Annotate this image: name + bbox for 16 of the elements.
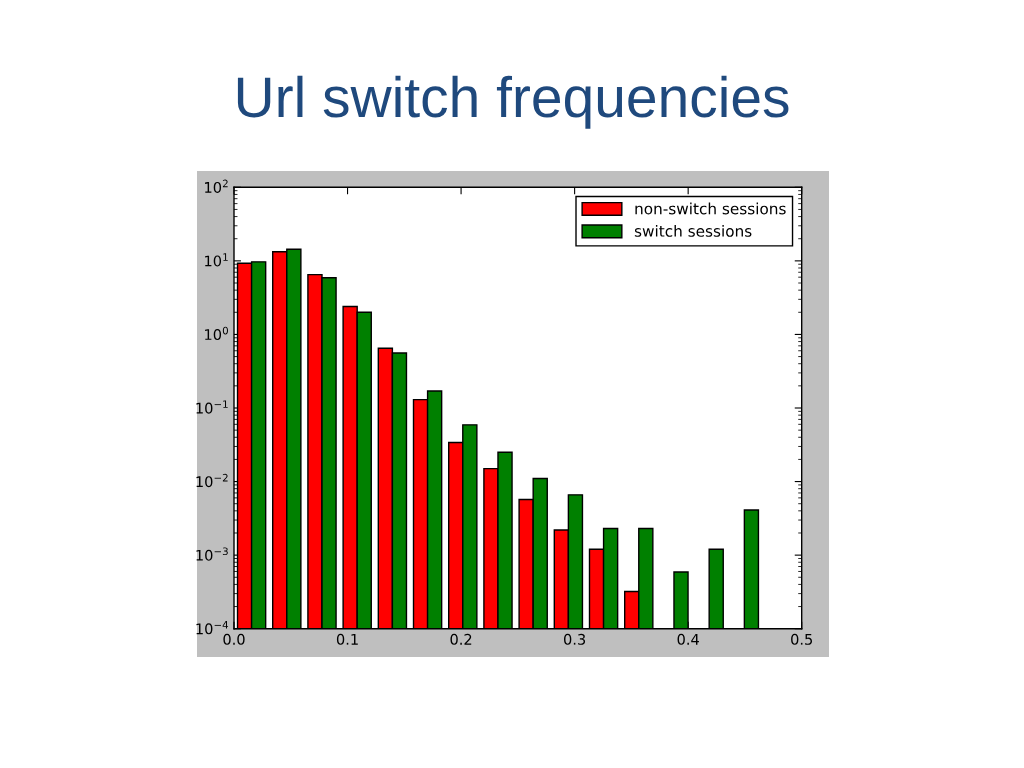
legend-label: switch sessions (634, 225, 752, 237)
x-tick-label: 0.2 (450, 633, 472, 645)
y-tick-label: 10$^{2}$ (205, 179, 228, 193)
y-tick-label: 10$^{−2}$ (196, 473, 228, 488)
x-tick-label: 0.0 (223, 633, 245, 645)
y-tick-label: 10$^{0}$ (205, 326, 228, 341)
x-tick-label: 0.4 (677, 633, 699, 645)
x-tick-label: 0.1 (336, 633, 358, 645)
x-tick-label: 0.5 (791, 633, 813, 645)
y-tick-label: 10$^{−4}$ (196, 621, 229, 635)
y-tick-label: 10$^{−3}$ (196, 547, 228, 561)
chart-title: Url switch frequencies (237, 75, 789, 129)
y-tick-label: 10$^{−1}$ (196, 400, 228, 414)
legend-label: non-switch sessions (635, 202, 786, 215)
y-tick-label: 10$^{1}$ (205, 253, 228, 267)
x-tick-label: 0.3 (563, 633, 586, 645)
